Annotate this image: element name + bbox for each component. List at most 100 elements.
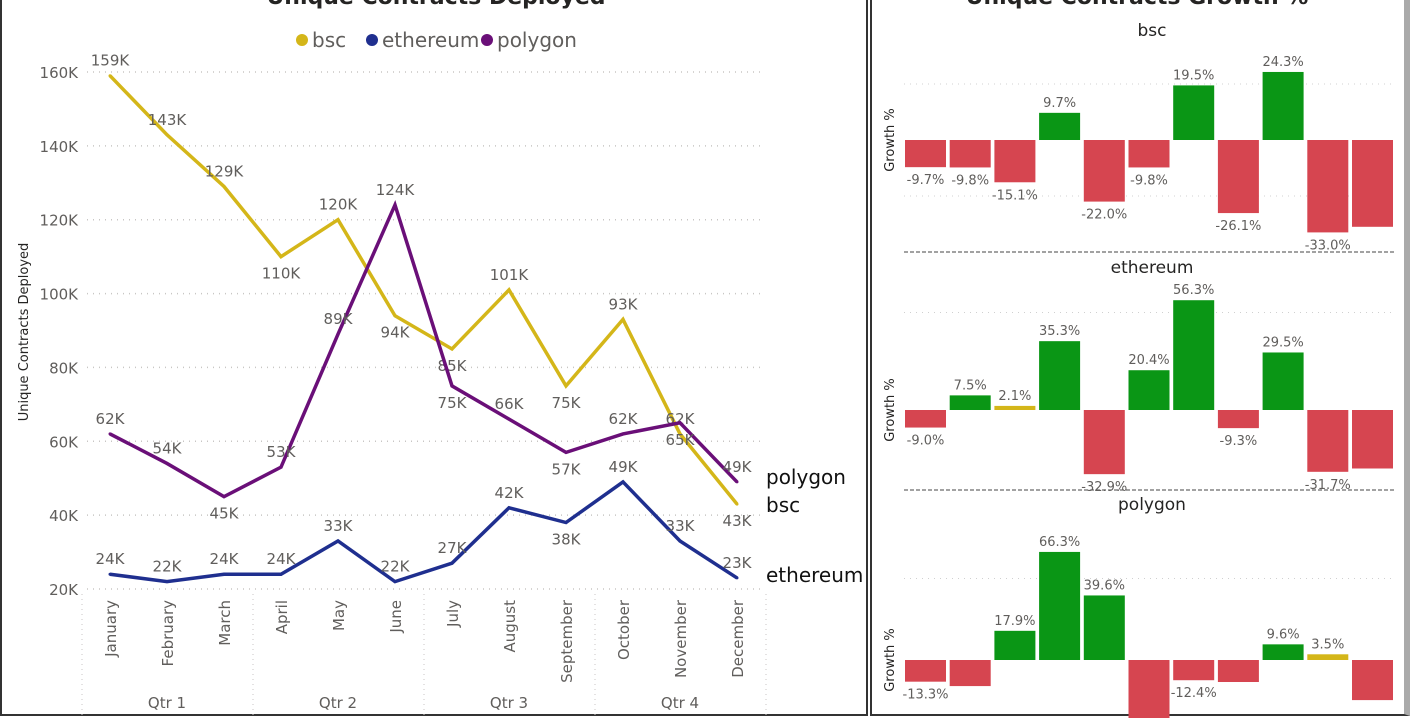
- growth-label: -9.3%: [1220, 434, 1258, 449]
- growth-bar-ethereum: [1039, 341, 1081, 410]
- data-label-polygon: 89K: [324, 310, 354, 328]
- x-tick-label: May: [330, 600, 348, 631]
- data-label-ethereum: 33K: [324, 517, 354, 535]
- growth-label: -13.3%: [903, 688, 949, 703]
- data-label-polygon: 75K: [438, 394, 468, 412]
- growth-label: 29.5%: [1262, 335, 1303, 350]
- data-label-polygon: 57K: [552, 460, 582, 478]
- x-tick-label: January: [102, 600, 120, 658]
- growth-bar-ethereum: [1173, 300, 1215, 410]
- chart-title: Unique Contracts Deployed: [266, 0, 605, 10]
- x-tick-label: December: [729, 599, 747, 678]
- growth-label: 19.5%: [1173, 68, 1214, 83]
- y-tick-label: 40K: [49, 507, 79, 525]
- data-label-polygon: 53K: [267, 443, 297, 461]
- growth-label: 66.3%: [1039, 535, 1080, 550]
- series-end-label-bsc: bsc: [766, 493, 800, 517]
- growth-label: -26.1%: [1215, 219, 1261, 234]
- growth-bar-polygon: [1262, 644, 1304, 660]
- x-group-label: Qtr 3: [490, 694, 528, 712]
- data-label-bsc: 43K: [723, 512, 753, 530]
- data-point-bsc: [336, 218, 340, 222]
- growth-bar-ethereum: [949, 395, 991, 410]
- y-tick-label: 80K: [49, 359, 79, 377]
- growth-label: -32.9%: [1081, 480, 1127, 495]
- series-line-bsc: [108, 74, 739, 506]
- growth-bar-bsc: [994, 140, 1036, 183]
- y-axis-title: Growth %: [883, 378, 898, 442]
- data-label-bsc: 93K: [609, 295, 639, 313]
- y-tick-label: 60K: [49, 433, 79, 451]
- data-label-ethereum: 38K: [552, 531, 582, 549]
- growth-label: 35.3%: [1039, 324, 1080, 339]
- data-point-ethereum: [222, 572, 226, 576]
- y-tick-label: 100K: [40, 286, 80, 304]
- data-point-bsc: [222, 184, 226, 188]
- data-point-polygon: [450, 384, 454, 388]
- data-point-ethereum: [165, 580, 169, 584]
- data-label-ethereum: 22K: [153, 558, 183, 576]
- data-point-polygon: [564, 450, 568, 454]
- data-point-bsc: [450, 347, 454, 351]
- data-point-bsc: [678, 432, 682, 436]
- y-tick-label: 140K: [40, 138, 80, 156]
- data-point-ethereum: [735, 576, 739, 580]
- data-point-ethereum: [621, 480, 625, 484]
- line-chart-panel: Unique Contracts Deployed bsc ethereum poly…: [0, 0, 868, 718]
- growth-label: 3.5%: [1311, 637, 1344, 652]
- growth-bar-ethereum: [1083, 410, 1125, 475]
- growth-label: -15.1%: [992, 188, 1038, 203]
- growth-label: 56.3%: [1173, 283, 1214, 298]
- growth-label: -33.0%: [1305, 238, 1351, 253]
- growth-bar-bsc: [1217, 140, 1259, 214]
- growth-label: 39.6%: [1084, 578, 1125, 593]
- y-axis-title: Growth %: [883, 108, 898, 172]
- growth-bar-ethereum: [1307, 410, 1349, 472]
- growth-label: -9.0%: [907, 434, 945, 449]
- data-point-polygon: [222, 495, 226, 499]
- growth-chart-panel: Unique Contracts Growth % bsc Growth % -9.7…: [870, 0, 1410, 718]
- panel-title-polygon: polygon: [1118, 495, 1186, 515]
- growth-chart: Unique Contracts Growth % bsc Growth % -9.7…: [883, 0, 1394, 718]
- growth-label: 9.7%: [1043, 96, 1076, 111]
- series-end-label-polygon: polygon: [766, 465, 846, 489]
- growth-bar-ethereum: [994, 405, 1036, 410]
- data-point-bsc: [279, 255, 283, 259]
- legend-label-polygon: polygon: [497, 28, 577, 52]
- data-label-polygon: 54K: [153, 439, 183, 457]
- series-end-label-ethereum: ethereum: [766, 563, 863, 587]
- x-group-label: Qtr 1: [148, 694, 186, 712]
- x-tick-label: September: [558, 599, 576, 683]
- y-tick-label: 120K: [40, 212, 80, 230]
- x-tick-label: July: [444, 600, 462, 628]
- growth-bar-polygon: [1083, 595, 1125, 660]
- growth-bar-polygon: [994, 630, 1036, 660]
- x-tick-label: August: [501, 600, 519, 653]
- data-point-polygon: [393, 203, 397, 207]
- data-label-polygon: 62K: [96, 410, 126, 428]
- data-label-polygon: 124K: [376, 181, 416, 199]
- growth-bar-ethereum: [1128, 370, 1170, 410]
- data-point-polygon: [336, 332, 340, 336]
- x-tick-label: October: [615, 599, 633, 660]
- growth-bar-polygon: [949, 660, 991, 687]
- growth-label: -9.8%: [1130, 173, 1168, 188]
- growth-label: 9.6%: [1267, 627, 1300, 642]
- data-point-bsc: [165, 133, 169, 137]
- growth-bar-ethereum: [1352, 410, 1393, 469]
- legend-label-ethereum: ethereum: [382, 28, 479, 52]
- growth-bar-bsc: [1173, 85, 1215, 140]
- data-point-polygon: [108, 432, 112, 436]
- series-line-polygon: [109, 199, 739, 499]
- growth-label: -31.7%: [1305, 478, 1351, 493]
- growth-bar-bsc: [905, 140, 946, 168]
- data-point-ethereum: [108, 572, 112, 576]
- data-point-bsc: [621, 317, 625, 321]
- y-tick-label: 160K: [40, 64, 80, 82]
- growth-bar-polygon: [1217, 660, 1259, 683]
- line-chart: Unique Contracts Deployed bsc ethereum poly…: [17, 0, 863, 718]
- data-label-bsc: 75K: [552, 394, 582, 412]
- data-point-polygon: [735, 480, 739, 484]
- growth-bar-polygon: [1307, 654, 1349, 660]
- data-point-ethereum: [279, 572, 283, 576]
